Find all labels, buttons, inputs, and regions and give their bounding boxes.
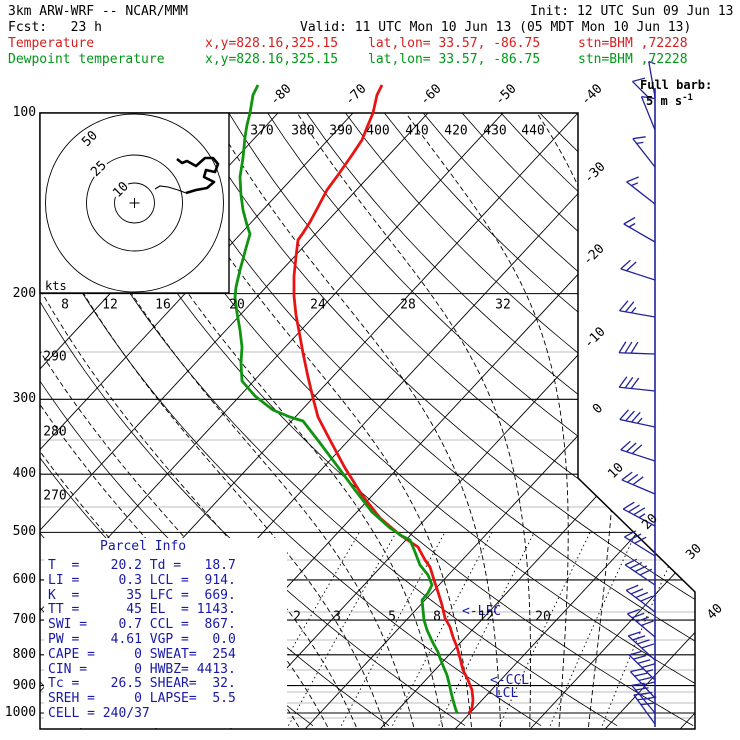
pressure-tick-label: 400 (12, 466, 37, 482)
temperature-legend-label: Temperature (8, 36, 95, 51)
parcel-info-row: CIN = 0 HWBZ= 4413. (48, 661, 236, 677)
barb-legend-title: Full barb: (640, 78, 713, 92)
ccl-annotation: <-CCL (490, 673, 530, 688)
barb-legend-value: 5 m s-1 (646, 93, 693, 108)
moist-adiabat-label: 16 (155, 297, 171, 313)
parcel-info-row: SWI = 0.7 CCL = 867. (48, 617, 236, 633)
parcel-info-row: Tc = 26.5 SHEAR= 32. (48, 676, 236, 692)
theta-label-top: 400 (366, 123, 390, 139)
pressure-tick-label: 1000 (4, 705, 37, 720)
temperature-station: stn=BHM ,72228 (578, 36, 688, 51)
theta-label-top: 430 (483, 123, 507, 139)
theta-label-left: 290 (43, 349, 67, 365)
barb-legend-exponent: -1 (682, 93, 693, 103)
parcel-info-row: K = 35 LFC = 669. (48, 587, 236, 603)
parcel-info-row: PW = 4.61 VGP = 0.0 (48, 632, 236, 647)
init-time: Init: 12 UTC Sun 09 Jun 13 (530, 4, 734, 19)
mixing-ratio-label: 5 (388, 609, 396, 625)
forecast-hour: Fcst: 23 h (8, 20, 102, 35)
theta-label-top: 380 (291, 123, 315, 139)
pressure-tick-label: 500 (12, 524, 37, 540)
pressure-tick-label: 600 (12, 571, 37, 587)
dewpoint-latlon: lat,lon= 33.57, -86.75 (368, 52, 541, 67)
moist-adiabat-label: 24 (310, 297, 326, 313)
pressure-tick-label: 700 (12, 612, 37, 628)
temperature-latlon: lat,lon= 33.57, -86.75 (368, 36, 541, 51)
mixing-ratio-label: 12 (478, 609, 494, 625)
moist-adiabat-label: 20 (229, 297, 245, 313)
theta-label-top: 420 (444, 123, 468, 139)
theta-label-top: 410 (405, 123, 429, 139)
theta-label-top: 390 (329, 123, 353, 139)
theta-label-top: 440 (521, 123, 545, 139)
pressure-tick-label: 300 (12, 391, 37, 407)
mixing-ratio-label: 20 (535, 609, 551, 625)
hodograph-units-label: kts (45, 279, 67, 293)
temperature-curve (292, 84, 475, 714)
pressure-tick-label: 900 (12, 677, 37, 693)
parcel-info-row: LI = 0.3 LCL = 914. (48, 572, 236, 588)
parcel-info-row: TT = 45 EL = 1143. (48, 602, 236, 618)
theta-label-top: 370 (250, 123, 274, 139)
dewpoint-curve (233, 84, 459, 714)
parcel-info-panel (44, 538, 287, 728)
mixing-ratio-label: 3 (333, 609, 341, 625)
parcel-info-row: T = 20.2 Td = 18.7 (48, 558, 236, 573)
moist-adiabat-label: 32 (495, 297, 511, 313)
plot-frame (39, 112, 696, 730)
parcel-info-row: CELL = 240/37 (48, 706, 150, 721)
temperature-xy: x,y=828.16,325.15 (205, 36, 339, 51)
pressure-tick-label: 800 (12, 646, 37, 662)
hodograph-wind-trace (176, 156, 220, 195)
theta-label-left: 270 (43, 488, 67, 504)
theta-label-left: 280 (43, 424, 67, 440)
hodograph-inset (39, 112, 230, 294)
parcel-info-row: SREH = 0 LAPSE= 5.5 (48, 691, 236, 707)
dewpoint-station: stn=BHM ,72228 (578, 52, 688, 67)
lfc-annotation: <-LFC (462, 604, 502, 619)
dewpoint-legend-label: Dewpoint temperature (8, 52, 165, 67)
wind-barb-column (618, 60, 657, 727)
mixing-ratio-label: 8 (433, 609, 441, 625)
dewpoint-xy: x,y=828.16,325.15 (205, 52, 339, 67)
pressure-tick-label: 100 (12, 105, 37, 120)
valid-time: Valid: 11 UTC Mon 10 Jun 13 (05 MDT Mon … (300, 20, 692, 35)
pressure-tick-label: 200 (12, 285, 37, 301)
moist-adiabat-label: 12 (102, 297, 118, 313)
mixing-ratio-label: 2 (293, 609, 301, 625)
model-title: 3km ARW-WRF -- NCAR/MMM (8, 4, 189, 19)
parcel-info-title: Parcel Info (100, 539, 187, 554)
lcl-annotation: -LCL (487, 686, 519, 701)
moist-adiabat-label: 28 (400, 297, 416, 313)
parcel-info-row: CAPE = 0 SWEAT= 254 (48, 646, 236, 662)
moist-adiabat-label: 8 (61, 297, 69, 313)
